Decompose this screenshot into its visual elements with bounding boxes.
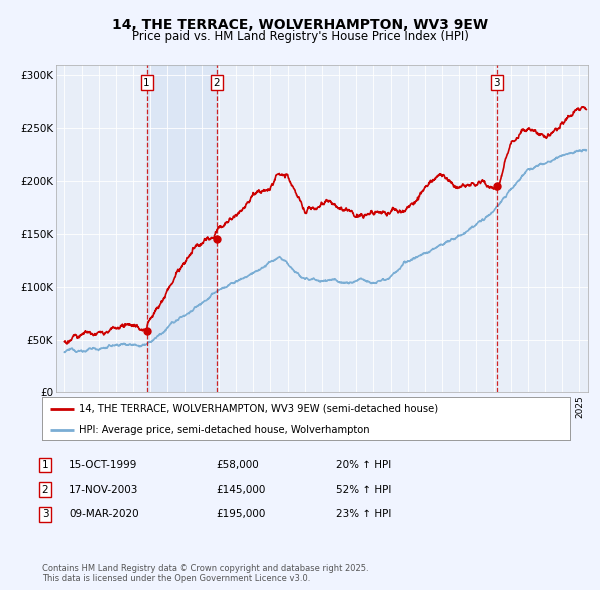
Text: £195,000: £195,000	[216, 510, 265, 519]
Text: 3: 3	[494, 78, 500, 88]
Bar	[146, 65, 217, 392]
Text: 2: 2	[214, 78, 220, 88]
Text: 1: 1	[143, 78, 150, 88]
Text: 20% ↑ HPI: 20% ↑ HPI	[336, 460, 391, 470]
Text: 52% ↑ HPI: 52% ↑ HPI	[336, 485, 391, 494]
Text: 3: 3	[41, 510, 49, 519]
Text: £58,000: £58,000	[216, 460, 259, 470]
Text: 2: 2	[41, 485, 49, 494]
Text: Contains HM Land Registry data © Crown copyright and database right 2025.
This d: Contains HM Land Registry data © Crown c…	[42, 563, 368, 583]
Text: 15-OCT-1999: 15-OCT-1999	[69, 460, 137, 470]
Text: £145,000: £145,000	[216, 485, 265, 494]
Text: 1: 1	[41, 460, 49, 470]
Text: 09-MAR-2020: 09-MAR-2020	[69, 510, 139, 519]
Text: 14, THE TERRACE, WOLVERHAMPTON, WV3 9EW (semi-detached house): 14, THE TERRACE, WOLVERHAMPTON, WV3 9EW …	[79, 404, 438, 414]
Text: 23% ↑ HPI: 23% ↑ HPI	[336, 510, 391, 519]
Text: 17-NOV-2003: 17-NOV-2003	[69, 485, 139, 494]
Text: Price paid vs. HM Land Registry's House Price Index (HPI): Price paid vs. HM Land Registry's House …	[131, 30, 469, 43]
Text: HPI: Average price, semi-detached house, Wolverhampton: HPI: Average price, semi-detached house,…	[79, 425, 370, 435]
Text: 14, THE TERRACE, WOLVERHAMPTON, WV3 9EW: 14, THE TERRACE, WOLVERHAMPTON, WV3 9EW	[112, 18, 488, 32]
